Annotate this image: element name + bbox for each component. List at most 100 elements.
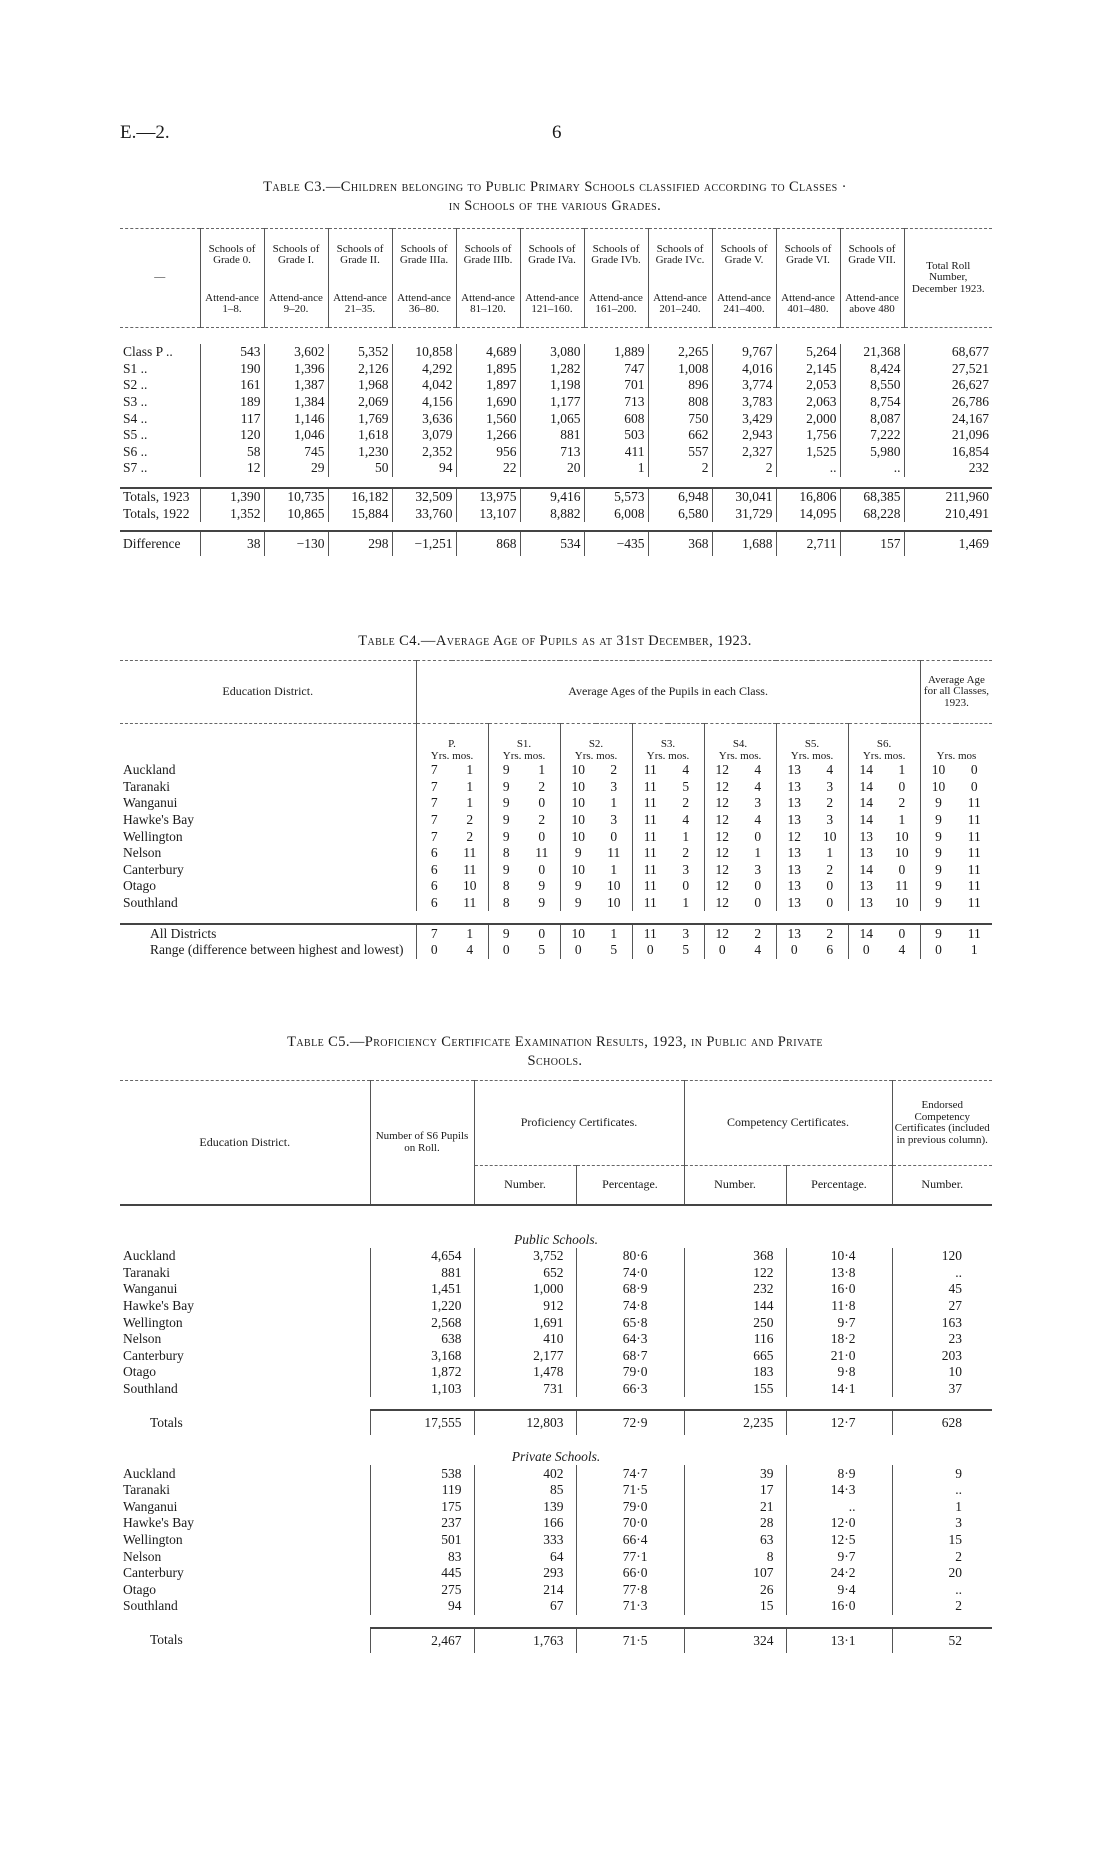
months-cell: 5: [538, 941, 546, 957]
table-row: S3 .. 189 1,384 2,069 4,156 1,690 1,177 713 808 3…: [120, 393, 992, 411]
years-cell: 12: [703, 828, 740, 845]
years-cell: 14: [847, 795, 884, 812]
table-row: Hawke's Bay 237 166 70·0 28 12·0 3: [120, 1515, 992, 1532]
years-cell: 9: [487, 923, 524, 942]
years-cell: 11: [631, 894, 668, 912]
attendance-header: Attend-ance above 480: [839, 281, 904, 328]
months-cell: 11: [967, 845, 981, 861]
years-cell: 9: [919, 811, 957, 829]
years-cell: 11: [631, 861, 668, 879]
value-cell: 12: [199, 460, 264, 477]
value-cell: 10: [891, 1364, 992, 1381]
unit-label: Yrs. mos.: [862, 749, 906, 762]
value-cell: 21,096: [903, 426, 992, 444]
value-cell: 881: [519, 426, 584, 444]
value-cell: 9·8: [785, 1364, 892, 1381]
years-cell: 10: [559, 828, 596, 845]
value-cell: 402: [473, 1465, 576, 1482]
years-cell: 12: [703, 878, 740, 895]
value-cell: 6,008: [583, 505, 648, 522]
spacer-row: [120, 556, 992, 568]
years-cell: 10: [559, 923, 596, 942]
months-cell: 1: [596, 923, 632, 942]
table-row: Taranaki 119 85 71·5 17 14·3..: [120, 1481, 992, 1499]
value-cell: 411: [583, 443, 648, 461]
years-cell: 12: [703, 923, 740, 942]
value-cell: 183: [683, 1364, 786, 1381]
value-cell: 38: [199, 529, 264, 556]
value-cell: 1,525: [775, 443, 840, 461]
years-cell: 14: [847, 861, 884, 879]
value-cell: 214: [473, 1581, 576, 1599]
years-cell: 0: [487, 941, 524, 959]
value-cell: 5,352: [327, 344, 392, 361]
value-cell: 9,767: [711, 344, 776, 361]
row-label: Totals, 1923: [120, 486, 200, 506]
months-cell: 0: [898, 778, 906, 794]
section-title: Public Schools.: [120, 1204, 992, 1248]
months-cell: 2: [826, 795, 834, 811]
subheader-row: Number. Percentage. Number. Percentage. Numb…: [120, 1165, 992, 1205]
value-cell: −1,251: [391, 529, 456, 556]
value-cell: 1,065: [519, 410, 584, 427]
district-header: Education District.: [120, 1080, 370, 1205]
table-row: Nelson 638 410 64·3 116 18·2 23: [120, 1330, 992, 1348]
years-cell: 14: [847, 923, 884, 942]
value-cell: 8: [683, 1548, 786, 1565]
value-cell: 3,168: [369, 1347, 474, 1365]
years-cell: 9: [487, 828, 524, 845]
years-cell: 11: [631, 828, 668, 845]
years-cell: 12: [703, 894, 740, 912]
months-cell: 2: [740, 923, 776, 942]
years-cell: 13: [775, 811, 812, 829]
years-cell: 0: [847, 941, 884, 959]
value-cell: 116: [683, 1330, 786, 1348]
months-cell: 5: [682, 778, 690, 794]
months-cell: 2: [682, 795, 690, 811]
value-cell: 1: [583, 460, 648, 477]
district-name: Taranaki: [123, 1264, 171, 1280]
months-cell: 4: [754, 762, 762, 778]
months-cell: 10: [607, 895, 621, 911]
class-name: S5.: [804, 738, 820, 750]
district-name: Wanganui: [123, 1281, 178, 1297]
district-name: Nelson: [123, 1331, 162, 1347]
value-cell: 14,095: [775, 505, 840, 522]
months-cell: 1: [466, 778, 474, 794]
value-cell: 3,752: [473, 1248, 576, 1265]
value-cell: 1,008: [647, 360, 712, 378]
spacer: [120, 911, 992, 924]
value-cell: 3,079: [391, 426, 456, 444]
value-cell: 912: [473, 1297, 576, 1315]
document-reference: E.—2.: [120, 122, 170, 143]
class-name: S6.: [876, 738, 892, 750]
months-cell: 2: [538, 812, 546, 828]
value-cell: 210,491: [903, 505, 992, 522]
table-row: Difference 38 −130 298 −1,251 868 534 −435 368 1,…: [120, 529, 992, 556]
value-cell: 16,182: [327, 486, 392, 506]
district-name: Nelson: [123, 845, 162, 861]
value-cell: 14·1: [785, 1380, 892, 1398]
value-cell: 8,087: [839, 410, 904, 427]
value-cell: 107: [683, 1564, 786, 1582]
value-cell: 80·6: [575, 1248, 684, 1265]
value-cell: 543: [199, 344, 264, 361]
value-cell: 4,654: [369, 1248, 474, 1265]
value-cell: 1,384: [263, 393, 328, 411]
months-cell: 0: [538, 828, 546, 844]
value-cell: 20: [519, 460, 584, 477]
percentage-header: Percentage.: [575, 1165, 684, 1205]
table-row: Totals 17,555 12,803 72·9 2,235 12·7 628: [120, 1409, 992, 1436]
months-cell: 10: [463, 878, 477, 894]
value-cell: ..: [891, 1581, 992, 1599]
value-cell: 17,555: [369, 1409, 474, 1436]
value-cell: 1,618: [327, 426, 392, 444]
months-cell: 0: [754, 895, 762, 911]
months-cell: 11: [463, 845, 477, 861]
value-cell: 161: [199, 377, 264, 394]
row-label: S7 ..: [123, 460, 148, 476]
months-cell: 4: [754, 778, 762, 794]
row-label: S5 ..: [123, 427, 148, 443]
months-cell: 1: [826, 845, 834, 861]
years-cell: 13: [775, 923, 812, 942]
